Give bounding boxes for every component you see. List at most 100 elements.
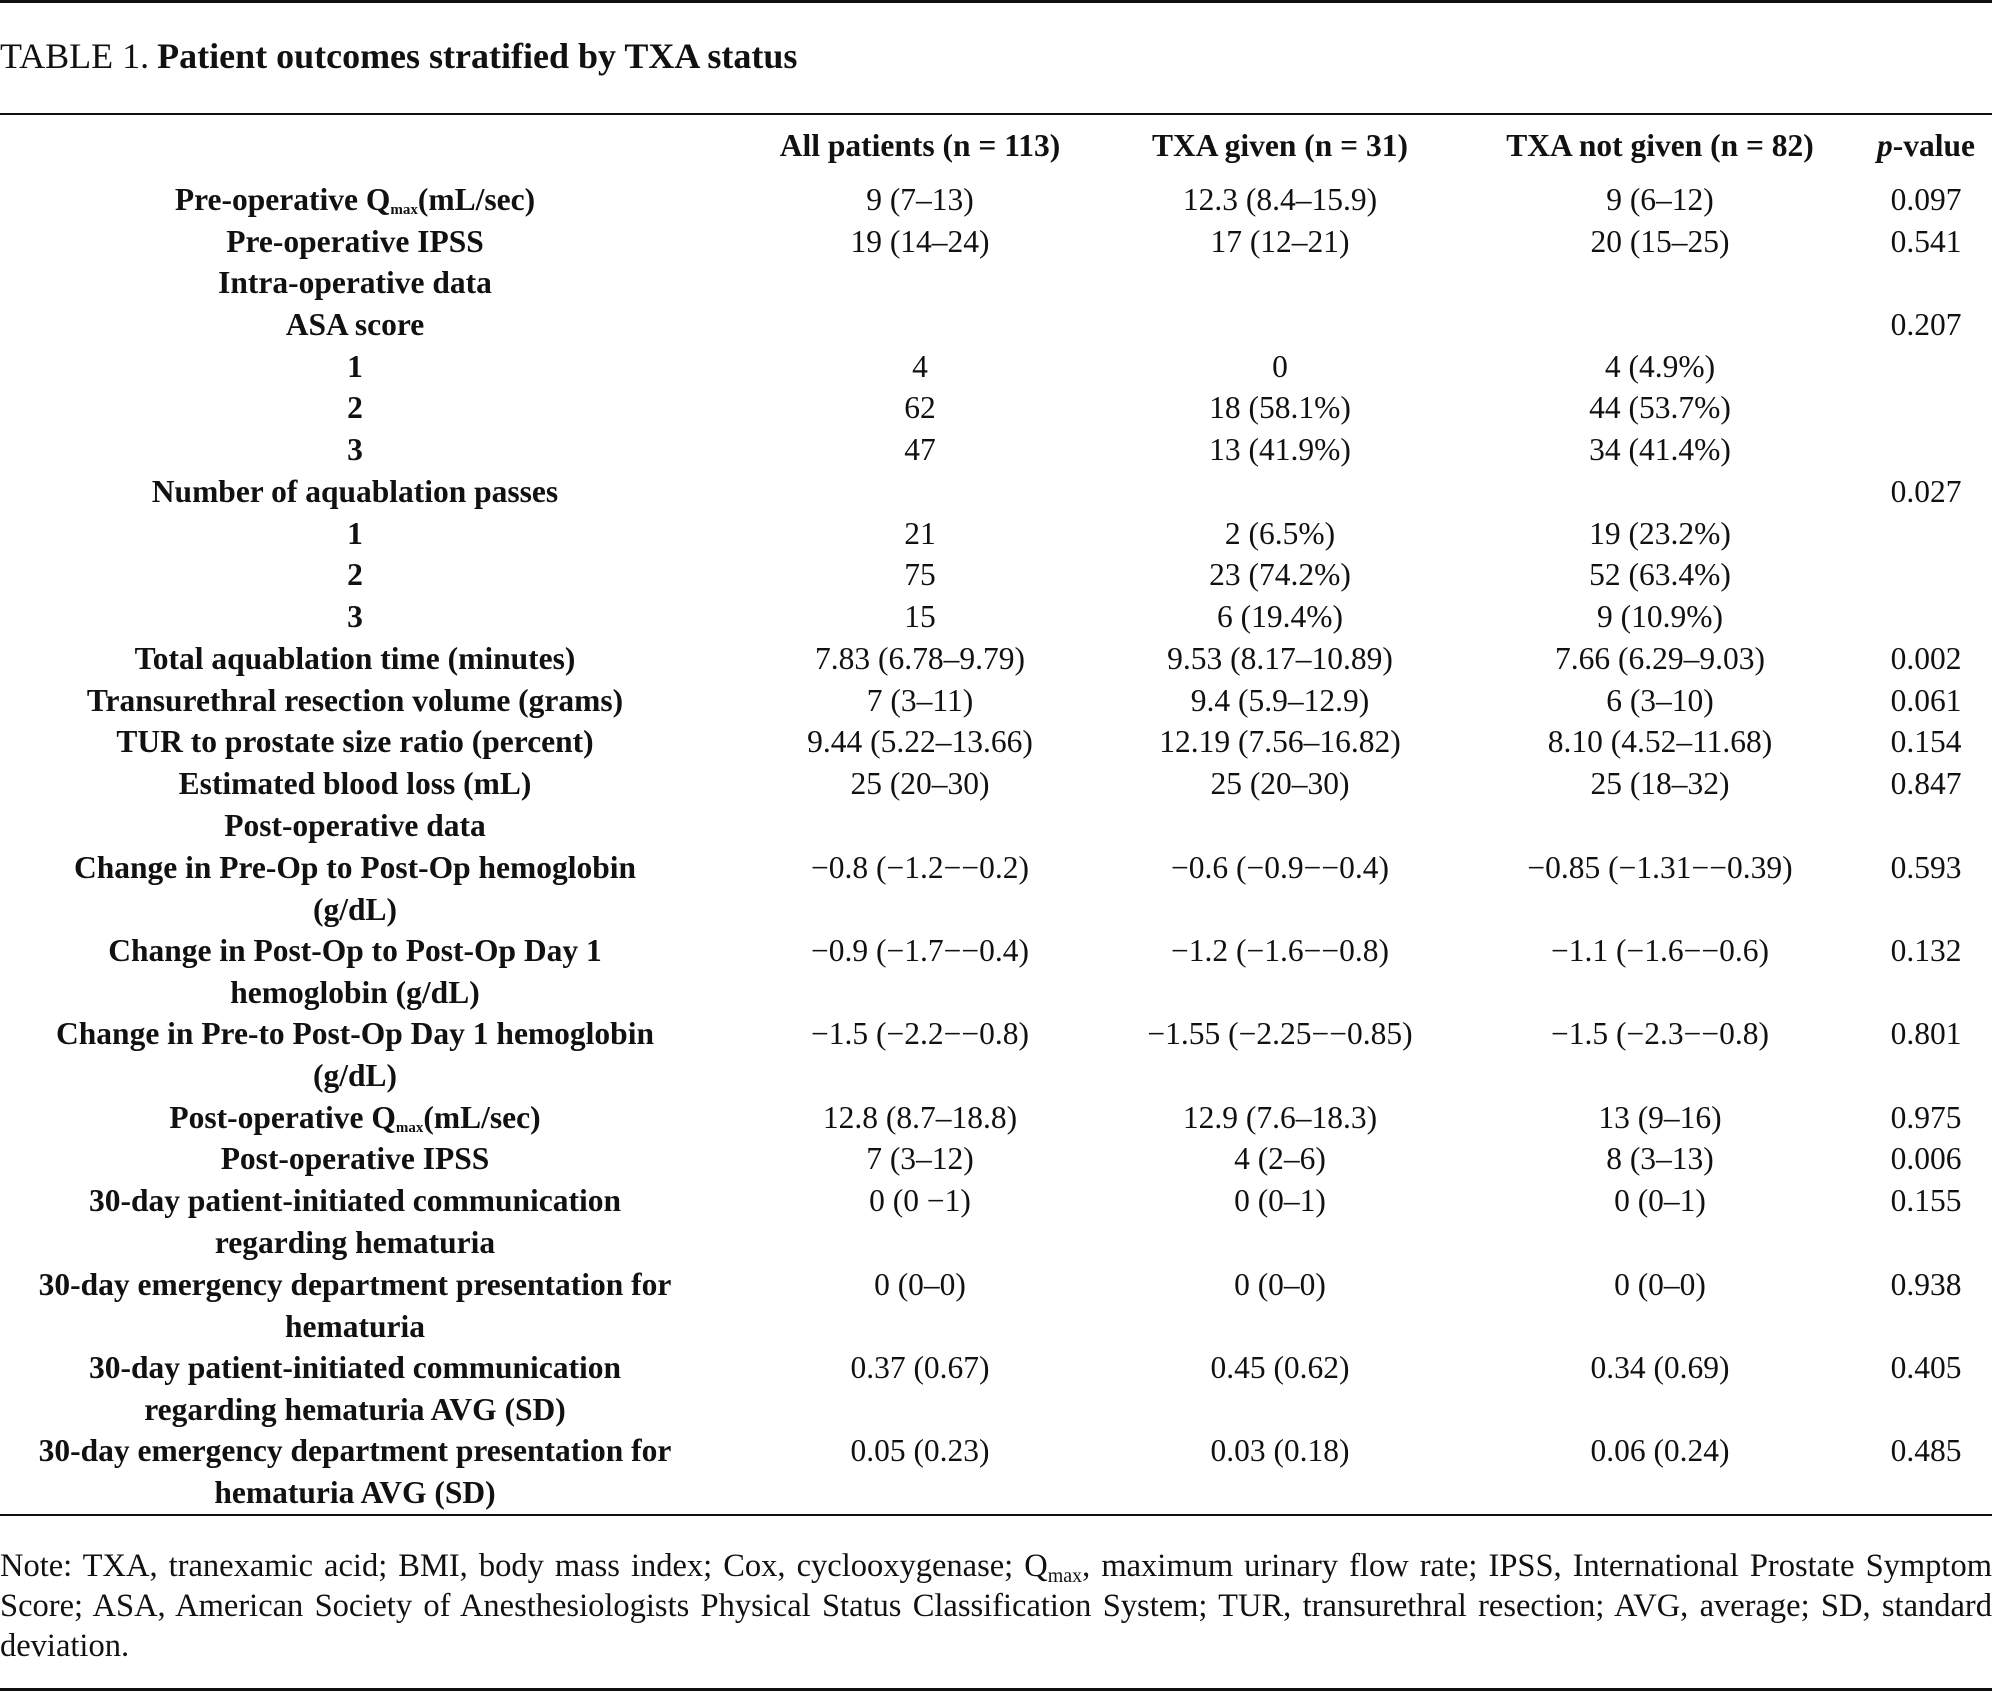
row-17-txa: −1.2 (−1.6−−0.8) — [1170, 933, 1390, 968]
header-top-rule — [0, 113, 1992, 115]
row-23-label: 30-day patient-initiated communication re… — [89, 1350, 621, 1427]
row-13-label: TUR to prostate size ratio (percent) — [116, 724, 594, 759]
row-24-p: 0.485 — [1890, 1433, 1962, 1468]
row-9-txa: 23 (74.2%) — [1209, 557, 1351, 592]
row-4-all: 4 — [912, 349, 928, 384]
row-13-txa: 12.19 (7.56–16.82) — [1159, 724, 1401, 759]
row-16-txa: −0.6 (−0.9−−0.4) — [1170, 850, 1390, 885]
row-0-txa: 12.3 (8.4–15.9) — [1182, 182, 1378, 217]
header-txa-not-given: TXA not given (n = 82) — [1506, 128, 1814, 163]
row-12-p: 0.061 — [1890, 683, 1962, 718]
row-6-all: 47 — [904, 432, 936, 467]
row-10-notxa: 9 (10.9%) — [1597, 599, 1723, 634]
row-1-txa: 17 (12–21) — [1210, 224, 1350, 259]
row-13-all: 9.44 (5.22–13.66) — [807, 724, 1033, 759]
row-19-label: Post-operative Qmax(mL/sec) — [169, 1100, 541, 1136]
row-14-notxa: 25 (18–32) — [1590, 766, 1730, 801]
row-12-label: Transurethral resection volume (grams) — [86, 683, 624, 718]
row-4-notxa: 4 (4.9%) — [1604, 349, 1716, 384]
row-22-all: 0 (0–0) — [874, 1267, 966, 1302]
row-11-label: Total aquablation time (minutes) — [134, 641, 576, 676]
row-5-notxa: 44 (53.7%) — [1589, 390, 1731, 425]
row-5-all: 62 — [904, 390, 936, 425]
row-21-txa: 0 (0–1) — [1234, 1183, 1326, 1218]
row-12-all: 7 (3–11) — [866, 683, 974, 718]
row-23-p: 0.405 — [1890, 1350, 1962, 1385]
row-3-label: ASA score — [285, 307, 425, 342]
row-0-all: 9 (7–13) — [866, 182, 974, 217]
row-17-p: 0.132 — [1890, 933, 1962, 968]
row-19-p: 0.975 — [1890, 1100, 1962, 1135]
row-16-p: 0.593 — [1890, 850, 1962, 885]
row-10-all: 15 — [904, 599, 936, 634]
row-14-txa: 25 (20–30) — [1210, 766, 1350, 801]
row-19-txa: 12.9 (7.6–18.3) — [1182, 1100, 1378, 1135]
row-24-notxa: 0.06 (0.24) — [1590, 1433, 1730, 1468]
header-p-italic: p — [1877, 128, 1893, 163]
row-18-txa: −1.55 (−2.25−−0.85) — [1147, 1016, 1413, 1051]
row-20-label: Post-operative IPSS — [220, 1141, 490, 1176]
row-0-p: 0.097 — [1890, 182, 1962, 217]
row-13-notxa: 8.10 (4.52–11.68) — [1547, 724, 1773, 759]
row-21-label: 30-day patient-initiated communication re… — [89, 1183, 621, 1260]
row-14-all: 25 (20–30) — [850, 766, 990, 801]
page-bottom-rule — [0, 1688, 1992, 1691]
row-5-txa: 18 (58.1%) — [1209, 390, 1351, 425]
row-9-notxa: 52 (63.4%) — [1589, 557, 1731, 592]
row-17-label: Change in Post-Op to Post-Op Day 1 hemogl… — [108, 933, 602, 1010]
row-20-p: 0.006 — [1890, 1141, 1962, 1176]
row-4-label: 1 — [347, 349, 363, 384]
table-caption: TABLE 1. Patient outcomes stratified by T… — [0, 30, 797, 83]
row-24-all: 0.05 (0.23) — [850, 1433, 990, 1468]
row-1-label: Pre-operative IPSS — [226, 224, 484, 259]
table-note: Note: TXA, tranexamic acid; BMI, body ma… — [0, 1548, 1992, 1664]
row-7-label: Number of aquablation passes — [151, 474, 559, 509]
row-18-notxa: −1.5 (−2.3−−0.8) — [1550, 1016, 1770, 1051]
row-7-p: 0.027 — [1890, 474, 1962, 509]
row-11-txa: 9.53 (8.17–10.89) — [1167, 641, 1393, 676]
row-13-p: 0.154 — [1890, 724, 1962, 759]
row-24-txa: 0.03 (0.18) — [1210, 1433, 1350, 1468]
row-12-notxa: 6 (3–10) — [1606, 683, 1714, 718]
row-6-txa: 13 (41.9%) — [1209, 432, 1351, 467]
row-0-notxa: 9 (6–12) — [1606, 182, 1714, 217]
header-all-patients: All patients (n = 113) — [779, 128, 1061, 163]
row-9-label: 2 — [347, 557, 363, 592]
row-6-notxa: 34 (41.4%) — [1589, 432, 1731, 467]
row-23-notxa: 0.34 (0.69) — [1590, 1350, 1730, 1385]
row-1-all: 19 (14–24) — [850, 224, 990, 259]
row-11-notxa: 7.66 (6.29–9.03) — [1555, 641, 1765, 676]
row-22-label: 30-day emergency department presentation… — [38, 1267, 672, 1344]
row-24-label: 30-day emergency department presentation… — [38, 1433, 672, 1510]
row-8-label: 1 — [347, 516, 363, 551]
row-3-p: 0.207 — [1890, 307, 1962, 342]
row-11-p: 0.002 — [1890, 641, 1962, 676]
row-18-all: −1.5 (−2.2−−0.8) — [810, 1016, 1030, 1051]
row-6-label: 3 — [347, 432, 363, 467]
row-10-label: 3 — [347, 599, 363, 634]
row-22-txa: 0 (0–0) — [1234, 1267, 1326, 1302]
row-17-all: −0.9 (−1.7−−0.4) — [810, 933, 1030, 968]
row-1-p: 0.541 — [1890, 224, 1962, 259]
row-22-notxa: 0 (0–0) — [1614, 1267, 1706, 1302]
row-16-all: −0.8 (−1.2−−0.2) — [810, 850, 1030, 885]
caption-title: Patient outcomes stratified by TXA statu… — [157, 36, 798, 76]
row-14-label: Estimated blood loss (mL) — [178, 766, 532, 801]
row-21-p: 0.155 — [1890, 1183, 1962, 1218]
row-11-all: 7.83 (6.78–9.79) — [815, 641, 1025, 676]
row-20-notxa: 8 (3–13) — [1606, 1141, 1714, 1176]
table-bottom-rule — [0, 1514, 1992, 1516]
row-21-notxa: 0 (0–1) — [1614, 1183, 1706, 1218]
row-5-label: 2 — [347, 390, 363, 425]
header-p-rest: -value — [1892, 128, 1975, 163]
header-txa-given: TXA given (n = 31) — [1152, 128, 1408, 163]
row-16-label: Change in Pre-Op to Post-Op hemoglobin (g… — [73, 850, 637, 927]
row-12-txa: 9.4 (5.9–12.9) — [1190, 683, 1370, 718]
row-22-p: 0.938 — [1890, 1267, 1962, 1302]
row-8-all: 21 — [904, 516, 936, 551]
row-2-label: Intra-operative data — [218, 265, 492, 300]
row-14-p: 0.847 — [1890, 766, 1962, 801]
caption-label: TABLE 1. — [0, 36, 150, 76]
row-18-label: Change in Pre-to Post-Op Day 1 hemoglobi… — [56, 1016, 654, 1093]
